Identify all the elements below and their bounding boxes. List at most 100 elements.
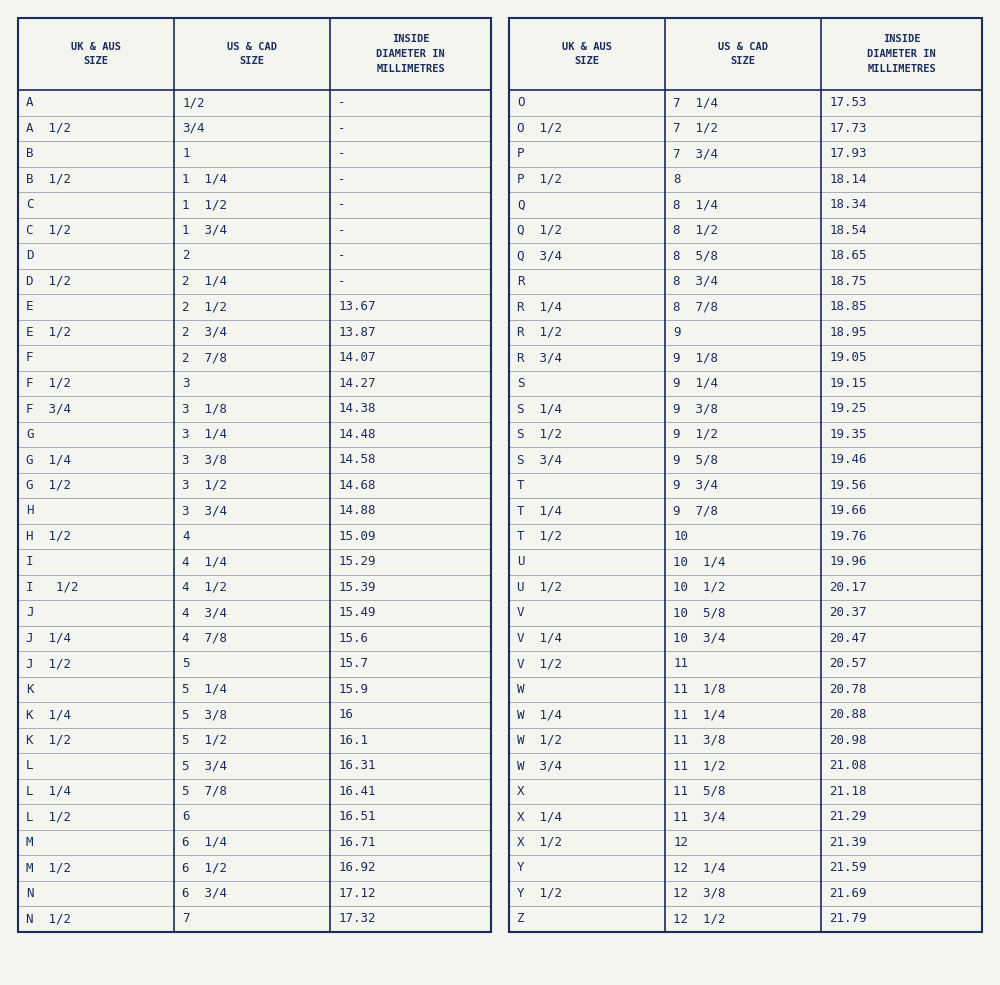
Text: 18.54: 18.54 (829, 224, 867, 236)
Text: 16.31: 16.31 (338, 759, 376, 772)
Text: 21.69: 21.69 (829, 886, 867, 899)
Text: 19.96: 19.96 (829, 556, 867, 568)
Text: V  1/2: V 1/2 (517, 657, 562, 670)
Text: K  1/4: K 1/4 (26, 708, 71, 721)
Text: 8  1/2: 8 1/2 (673, 224, 718, 236)
Text: 9  3/4: 9 3/4 (673, 479, 718, 492)
Text: N: N (26, 886, 34, 899)
Text: 12  3/8: 12 3/8 (673, 886, 726, 899)
Text: H: H (26, 504, 34, 517)
Text: U  1/2: U 1/2 (517, 581, 562, 594)
Text: 4: 4 (182, 530, 190, 543)
Text: US & CAD
SIZE: US & CAD SIZE (718, 41, 768, 66)
Text: -: - (338, 172, 346, 186)
Text: 10  3/4: 10 3/4 (673, 631, 726, 645)
Text: 19.66: 19.66 (829, 504, 867, 517)
Text: 7: 7 (182, 912, 190, 925)
Text: 18.14: 18.14 (829, 172, 867, 186)
Text: 1  3/4: 1 3/4 (182, 224, 227, 236)
Text: Y: Y (517, 861, 524, 875)
Text: 3: 3 (182, 376, 190, 390)
Text: X: X (517, 785, 524, 798)
Text: -: - (338, 275, 346, 288)
Text: -: - (338, 224, 346, 236)
Text: B: B (26, 147, 34, 161)
Text: 18.85: 18.85 (829, 300, 867, 313)
Text: M: M (26, 835, 34, 849)
Text: 17.32: 17.32 (338, 912, 376, 925)
Text: 20.47: 20.47 (829, 631, 867, 645)
Text: 14.27: 14.27 (338, 376, 376, 390)
Text: N  1/2: N 1/2 (26, 912, 71, 925)
Text: 5  3/8: 5 3/8 (182, 708, 227, 721)
Text: I: I (26, 556, 34, 568)
Text: W  1/2: W 1/2 (517, 734, 562, 747)
Text: V  1/4: V 1/4 (517, 631, 562, 645)
Text: X  1/2: X 1/2 (517, 835, 562, 849)
Text: 14.68: 14.68 (338, 479, 376, 492)
Text: 6  1/2: 6 1/2 (182, 861, 227, 875)
Text: 15.39: 15.39 (338, 581, 376, 594)
Text: 2  1/2: 2 1/2 (182, 300, 227, 313)
Text: 6: 6 (182, 811, 190, 823)
Text: 6  1/4: 6 1/4 (182, 835, 227, 849)
Text: 11  3/8: 11 3/8 (673, 734, 726, 747)
Text: 1  1/4: 1 1/4 (182, 172, 227, 186)
Text: Q: Q (517, 198, 524, 211)
Text: 9  5/8: 9 5/8 (673, 453, 718, 466)
Text: J  1/2: J 1/2 (26, 657, 71, 670)
Text: 3  3/4: 3 3/4 (182, 504, 227, 517)
Text: 9  1/8: 9 1/8 (673, 352, 718, 364)
Text: UK & AUS
SIZE: UK & AUS SIZE (562, 41, 612, 66)
Text: 21.29: 21.29 (829, 811, 867, 823)
Text: 19.46: 19.46 (829, 453, 867, 466)
Text: 8: 8 (673, 172, 681, 186)
Text: 16.1: 16.1 (338, 734, 368, 747)
Text: 12: 12 (673, 835, 688, 849)
Text: Q  3/4: Q 3/4 (517, 249, 562, 262)
Text: 2: 2 (182, 249, 190, 262)
Text: 2  7/8: 2 7/8 (182, 352, 227, 364)
Text: 4  1/4: 4 1/4 (182, 556, 227, 568)
Text: 10  5/8: 10 5/8 (673, 606, 726, 620)
Text: 21.08: 21.08 (829, 759, 867, 772)
Text: 15.49: 15.49 (338, 606, 376, 620)
Text: 12  1/4: 12 1/4 (673, 861, 726, 875)
Text: F  3/4: F 3/4 (26, 402, 71, 416)
Text: 17.93: 17.93 (829, 147, 867, 161)
Text: G  1/2: G 1/2 (26, 479, 71, 492)
Text: 17.53: 17.53 (829, 97, 867, 109)
Text: 20.98: 20.98 (829, 734, 867, 747)
Text: 3  1/2: 3 1/2 (182, 479, 227, 492)
Text: 11: 11 (673, 657, 688, 670)
Text: R  1/2: R 1/2 (517, 326, 562, 339)
Text: 18.34: 18.34 (829, 198, 867, 211)
Text: H  1/2: H 1/2 (26, 530, 71, 543)
Text: Q  1/2: Q 1/2 (517, 224, 562, 236)
Text: F: F (26, 352, 34, 364)
Text: INSIDE
DIAMETER IN
MILLIMETRES: INSIDE DIAMETER IN MILLIMETRES (376, 34, 445, 74)
Text: 19.05: 19.05 (829, 352, 867, 364)
Text: W  3/4: W 3/4 (517, 759, 562, 772)
Text: 15.7: 15.7 (338, 657, 368, 670)
Text: 11  1/2: 11 1/2 (673, 759, 726, 772)
Text: 16.92: 16.92 (338, 861, 376, 875)
Text: 8  3/4: 8 3/4 (673, 275, 718, 288)
Text: 21.39: 21.39 (829, 835, 867, 849)
Text: 15.6: 15.6 (338, 631, 368, 645)
Text: 18.75: 18.75 (829, 275, 867, 288)
Text: 9: 9 (673, 326, 681, 339)
Text: Z: Z (517, 912, 524, 925)
Text: 3/4: 3/4 (182, 122, 205, 135)
Text: D: D (26, 249, 34, 262)
Text: 8  5/8: 8 5/8 (673, 249, 718, 262)
Text: T: T (517, 479, 524, 492)
Text: J: J (26, 606, 34, 620)
Text: G  1/4: G 1/4 (26, 453, 71, 466)
Text: -: - (338, 147, 346, 161)
Text: 5  1/2: 5 1/2 (182, 734, 227, 747)
Text: X  1/4: X 1/4 (517, 811, 562, 823)
Text: 11  1/4: 11 1/4 (673, 708, 726, 721)
Text: 18.65: 18.65 (829, 249, 867, 262)
Text: S: S (517, 376, 524, 390)
